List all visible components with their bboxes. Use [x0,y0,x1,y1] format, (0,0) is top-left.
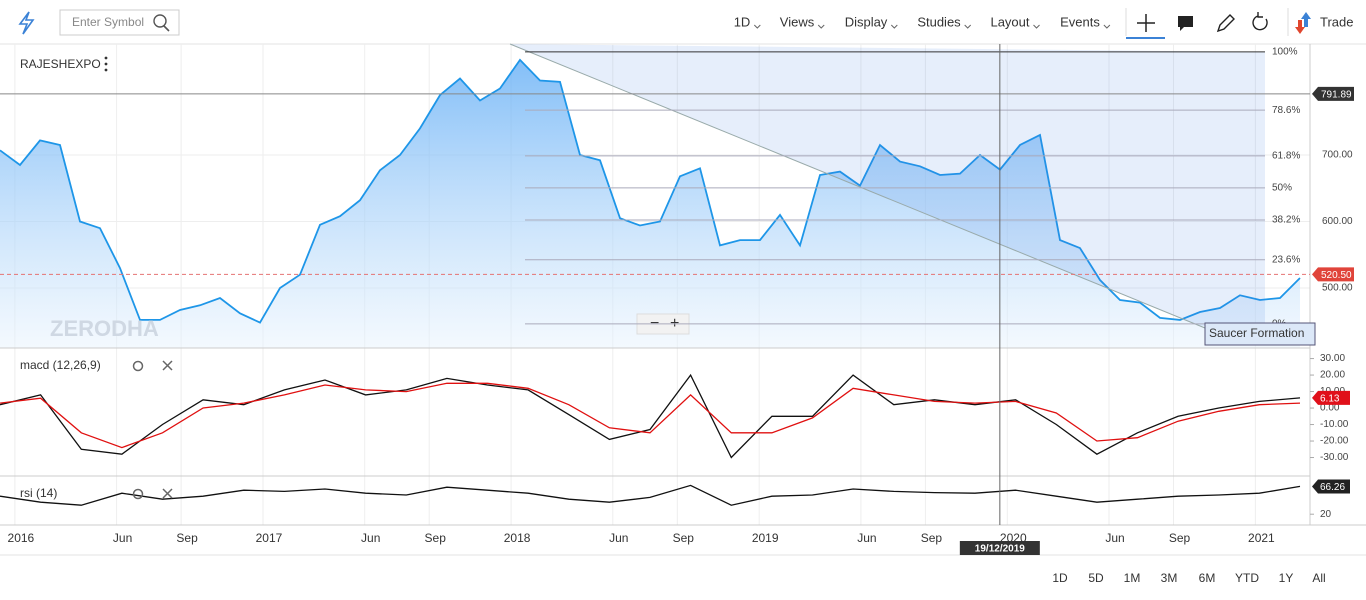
menu-chevron [1033,24,1040,29]
x-tick-label: 2018 [504,531,531,545]
menu-item[interactable]: Display [845,14,888,29]
settings-icon[interactable] [132,488,144,500]
watermark: ZERODHA [50,316,159,341]
range-button[interactable]: 1Y [1279,571,1294,585]
x-tick-label: 2021 [1248,531,1275,545]
price-level-tag [1312,86,1354,101]
last-value-label: 6.13 [1320,394,1340,405]
x-tick-label: Sep [673,531,695,545]
fib-label: 50% [1272,183,1292,194]
range-button[interactable]: 5D [1088,571,1104,585]
menu-item[interactable]: 1D [734,14,751,29]
range-button[interactable]: YTD [1235,571,1259,585]
search-placeholder: Enter Symbol [72,15,144,29]
trade-button[interactable]: Trade [1320,14,1353,29]
menu-chevron [1103,24,1111,29]
y-tick-label: -30.00 [1320,452,1349,463]
price-area [0,59,1300,349]
crosshair-tag [959,541,1040,555]
last-value-tag [1312,479,1350,494]
menu-chevron [964,24,972,29]
menu-item[interactable]: Views [780,14,815,29]
crosshair-label: 19/12/2019 [975,544,1025,555]
settings-icon[interactable] [132,360,144,372]
logo[interactable] [18,11,35,35]
fib-label: 38.2% [1272,215,1300,226]
y-tick-label: -10.00 [1320,419,1349,430]
menu-dots[interactable] [104,56,108,60]
indicator-line [0,484,1301,506]
y-tick-label: -20.00 [1320,436,1349,447]
trade-icon-down[interactable] [1295,20,1305,34]
toolbar [0,0,1366,44]
annotation: Saucer Formation [1209,326,1304,340]
symbol-label: RAJESHEXPO [20,57,101,71]
range-button[interactable]: 6M [1199,571,1216,585]
y-tick-label: 700.00 [1322,150,1353,161]
search-icon [163,25,170,32]
menu-chevron [753,24,761,29]
y-tick-label: 30.00 [1320,353,1345,364]
x-tick-label: Jun [609,531,628,545]
macd-label: macd (12,26,9) [20,358,101,372]
trend-line [509,43,1206,329]
y-tick-label: 500.00 [1322,283,1353,294]
x-tick-label: 2016 [8,531,35,545]
fib-label: 78.6% [1272,105,1300,116]
x-tick-label: Sep [1169,531,1191,545]
fib-label: 61.8% [1272,150,1300,161]
x-tick-label: 2019 [752,531,779,545]
price-line [0,58,1301,324]
symbol-search[interactable] [59,9,180,36]
last-price-tag [1312,267,1354,282]
price-level-label: 791.89 [1321,90,1352,101]
search-icon [153,14,167,28]
range-button[interactable]: 1M [1124,571,1141,585]
close-icon[interactable] [162,488,173,499]
x-tick-label: 2017 [256,531,283,545]
last-value-label: 66.26 [1320,482,1345,493]
annotation-box [1204,322,1316,346]
comment-icon[interactable] [1178,16,1193,31]
range-button[interactable]: All [1312,571,1325,585]
x-tick-label: Jun [1105,531,1124,545]
y-tick-label: 600.00 [1322,216,1353,227]
range-button[interactable]: 1D [1052,571,1068,585]
y-tick-label: 0.00 [1320,403,1340,414]
x-tick-label: Sep [425,531,447,545]
indicator-line [0,382,1301,449]
menu-chevron [817,24,825,29]
last-price-label: 520.50 [1321,270,1352,281]
menu-chevron [890,24,898,29]
close-icon[interactable] [162,360,173,371]
range-button[interactable]: 3M [1161,571,1178,585]
fib-label: 23.6% [1272,254,1300,265]
menu-item[interactable]: Layout [990,14,1029,29]
indicator-line [0,373,1301,459]
reset-icon[interactable] [1252,12,1268,31]
trade-icon-up[interactable] [1301,12,1311,27]
rsi-label: rsi (14) [20,486,57,500]
menu-dots[interactable] [104,62,108,66]
menu-dots[interactable] [104,68,108,72]
x-tick-label: Jun [361,531,380,545]
draw-icon[interactable] [1216,14,1235,33]
x-tick-label: Jun [857,531,876,545]
last-value-tag [1312,390,1350,405]
x-tick-label: Sep [176,531,198,545]
menu-item[interactable]: Studies [917,14,961,29]
x-tick-label: Jun [113,531,132,545]
y-tick-label: 20.00 [1320,370,1345,381]
fib-label: 100% [1272,47,1298,58]
fib-zone [510,44,1265,326]
menu-item[interactable]: Events [1060,14,1100,29]
x-tick-label: Sep [921,531,943,545]
y-tick-label: 20 [1320,509,1332,520]
